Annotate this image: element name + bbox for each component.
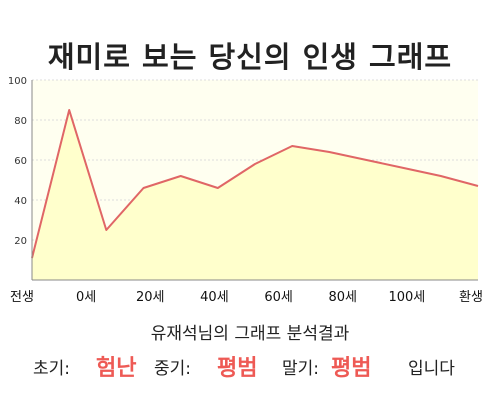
x-tick-label: 80세 (328, 290, 357, 305)
x-tick-label: 환생 (459, 290, 483, 305)
x-tick-label: 전생 (10, 290, 34, 305)
y-ticks: 20 40 60 80 100 (8, 76, 27, 247)
early-value: 험난 (96, 356, 137, 381)
x-ticks: 전생 0세 20세 40세 60세 80세 100세 환생 (10, 290, 483, 305)
x-tick-label: 20세 (136, 290, 165, 305)
x-tick-label: 60세 (264, 290, 293, 305)
y-tick-label: 20 (14, 236, 27, 247)
result-line: 초기: 험난 중기: 평범 말기: 평범 입니다 (0, 350, 500, 381)
y-tick-label: 40 (14, 196, 27, 207)
life-line (31, 109, 479, 259)
x-tick-label: 0세 (76, 290, 96, 305)
mid-label: 중기: (154, 359, 192, 379)
early-label: 초기: (33, 359, 71, 379)
mid-value: 평범 (217, 356, 258, 381)
life-area (32, 110, 478, 280)
y-tick-label: 60 (14, 156, 27, 167)
result-suffix: 입니다 (408, 359, 455, 379)
late-label: 말기: (282, 359, 320, 379)
x-tick-label: 100세 (388, 290, 425, 305)
late-value: 평범 (331, 356, 372, 381)
result-heading: 유재석님의 그래프 분석결과 (150, 324, 350, 344)
page-title: 재미로 보는 당신의 인생 그래프 (47, 40, 453, 74)
x-tick-label: 40세 (200, 290, 229, 305)
y-tick-label: 100 (8, 76, 27, 87)
y-tick-label: 80 (14, 116, 27, 127)
